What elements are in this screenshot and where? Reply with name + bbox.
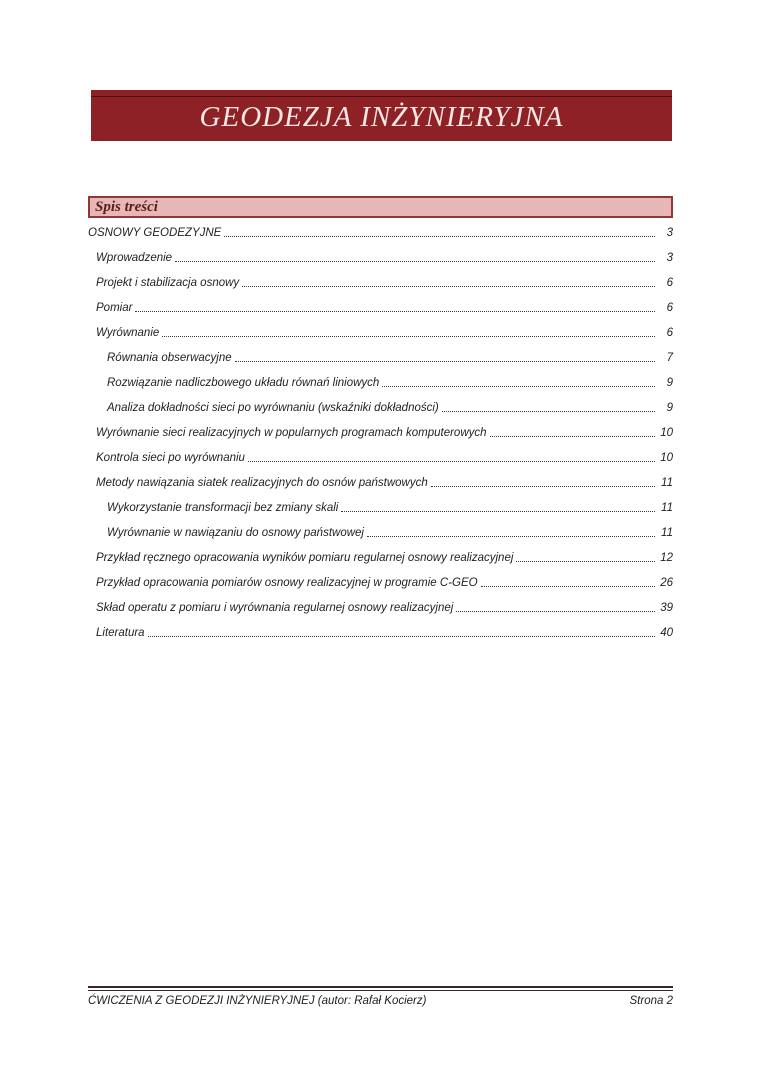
toc-entry[interactable]: Analiza dokładności sieci po wyrównaniu …	[88, 395, 673, 420]
toc-leader-dots	[341, 511, 655, 512]
toc-entry-page-number: 39	[660, 601, 673, 614]
document-title: GEODEZJA INŻYNIERYJNA	[199, 101, 564, 133]
table-of-contents: OSNOWY GEODEZYJNE 3 Wprowadzenie 3 Proje…	[88, 220, 673, 645]
toc-heading-box: Spis treści	[88, 196, 673, 218]
toc-entry[interactable]: Wyrównanie w nawiązaniu do osnowy państw…	[88, 520, 673, 545]
toc-entry[interactable]: Projekt i stabilizacja osnowy 6	[88, 270, 673, 295]
toc-entry-page-number: 10	[660, 426, 673, 439]
toc-leader-dots	[441, 411, 655, 412]
toc-leader-dots	[366, 536, 655, 537]
toc-entry[interactable]: Wprowadzenie 3	[88, 245, 673, 270]
toc-entry-page-number: 6	[666, 326, 673, 339]
toc-entry-page-number: 11	[661, 526, 673, 539]
toc-entry[interactable]: Wyrównanie 6	[88, 320, 673, 345]
toc-entry-label: Literatura	[96, 626, 145, 639]
toc-entry-label: Pomiar	[96, 301, 133, 314]
toc-leader-dots	[489, 436, 655, 437]
title-banner: GEODEZJA INŻYNIERYJNA	[91, 90, 672, 141]
footer-document-label: ĆWICZENIA Z GEODEZJI INŻYNIERYJNEJ (auto…	[88, 995, 427, 1007]
toc-leader-dots	[162, 336, 655, 337]
toc-entry-label: Rozwiązanie nadliczbowego układu równań …	[107, 376, 380, 389]
toc-entry-label: Metody nawiązania siatek realizacyjnych …	[96, 476, 428, 489]
toc-entry-page-number: 11	[661, 476, 673, 489]
toc-entry-page-number: 9	[666, 376, 673, 389]
toc-entry[interactable]: Kontrola sieci po wyrównaniu 10	[88, 445, 673, 470]
toc-leader-dots	[234, 361, 655, 362]
footer-divider-line	[88, 986, 673, 991]
toc-entry[interactable]: Wykorzystanie transformacji bez zmiany s…	[88, 495, 673, 520]
toc-entry[interactable]: Literatura 40	[88, 620, 673, 645]
toc-entry-page-number: 3	[666, 226, 673, 239]
toc-entry-label: Równania obserwacyjne	[107, 351, 232, 364]
toc-entry[interactable]: Skład operatu z pomiaru i wyrównania reg…	[88, 595, 673, 620]
toc-entry[interactable]: Przykład ręcznego opracowania wyników po…	[88, 545, 673, 570]
toc-entry-page-number: 11	[661, 501, 673, 514]
toc-entry-label: Wyrównanie	[96, 326, 160, 339]
toc-entry-label: Przykład ręcznego opracowania wyników po…	[96, 551, 514, 564]
toc-entry-label: OSNOWY GEODEZYJNE	[88, 226, 222, 239]
toc-leader-dots	[247, 461, 655, 462]
toc-entry-page-number: 10	[660, 451, 673, 464]
toc-entry[interactable]: Rozwiązanie nadliczbowego układu równań …	[88, 370, 673, 395]
toc-entry-label: Wykorzystanie transformacji bez zmiany s…	[107, 501, 339, 514]
toc-entry-page-number: 40	[660, 626, 673, 639]
footer-page-number: Strona 2	[629, 995, 673, 1007]
banner-divider-line	[91, 96, 672, 97]
page-footer: ĆWICZENIA Z GEODEZJI INŻYNIERYJNEJ (auto…	[88, 986, 673, 1007]
toc-entry[interactable]: Wyrównanie sieci realizacyjnych w popula…	[88, 420, 673, 445]
toc-entry-label: Wyrównanie w nawiązaniu do osnowy państw…	[107, 526, 364, 539]
toc-leader-dots	[242, 286, 655, 287]
toc-entry-label: Wyrównanie sieci realizacyjnych w popula…	[96, 426, 487, 439]
toc-leader-dots	[224, 236, 655, 237]
toc-entry-label: Kontrola sieci po wyrównaniu	[96, 451, 245, 464]
toc-entry[interactable]: Równania obserwacyjne 7	[88, 345, 673, 370]
toc-entry-page-number: 9	[666, 401, 673, 414]
toc-entry-label: Skład operatu z pomiaru i wyrównania reg…	[96, 601, 454, 614]
toc-entry-label: Projekt i stabilizacja osnowy	[96, 276, 240, 289]
toc-entry-label: Analiza dokładności sieci po wyrównaniu …	[107, 401, 439, 414]
toc-leader-dots	[456, 611, 655, 612]
toc-entry-page-number: 3	[666, 251, 673, 264]
toc-entry[interactable]: Pomiar 6	[88, 295, 673, 320]
toc-entry-page-number: 7	[666, 351, 673, 364]
toc-leader-dots	[382, 386, 655, 387]
toc-leader-dots	[430, 486, 655, 487]
toc-leader-dots	[135, 311, 655, 312]
toc-entry-page-number: 26	[660, 576, 673, 589]
toc-entry[interactable]: Metody nawiązania siatek realizacyjnych …	[88, 470, 673, 495]
toc-heading-label: Spis treści	[95, 198, 158, 215]
toc-entry-label: Wprowadzenie	[96, 251, 173, 264]
toc-leader-dots	[480, 586, 655, 587]
toc-entry-page-number: 6	[666, 276, 673, 289]
toc-leader-dots	[147, 636, 655, 637]
toc-entry-page-number: 12	[660, 551, 673, 564]
toc-entry-page-number: 6	[666, 301, 673, 314]
toc-entry[interactable]: OSNOWY GEODEZYJNE 3	[88, 220, 673, 245]
toc-entry[interactable]: Przykład opracowania pomiarów osnowy rea…	[88, 570, 673, 595]
toc-leader-dots	[175, 261, 655, 262]
toc-entry-label: Przykład opracowania pomiarów osnowy rea…	[96, 576, 478, 589]
toc-leader-dots	[516, 561, 655, 562]
